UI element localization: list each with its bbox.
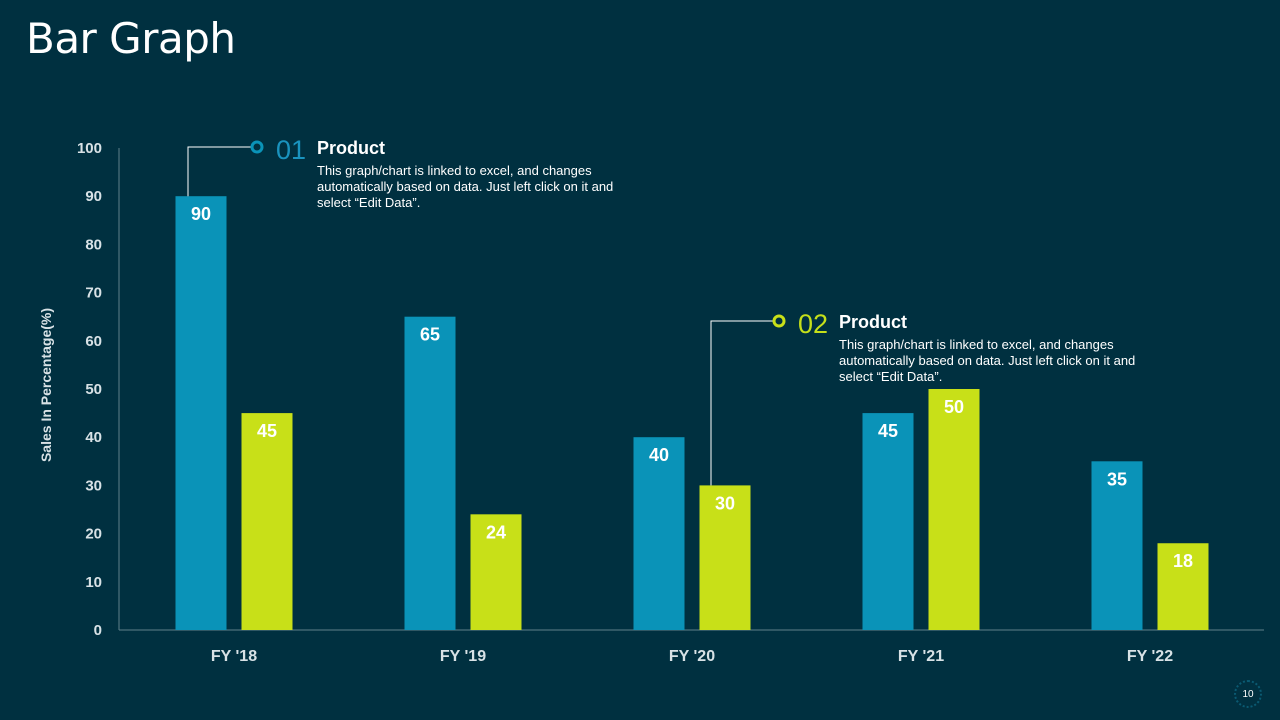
y-tick-label: 100 — [77, 140, 102, 157]
callout-marker-2 — [772, 314, 786, 328]
y-tick-label: 80 — [85, 236, 102, 253]
callout-number: 01 — [276, 135, 307, 165]
page-title: Bar Graph — [26, 14, 236, 63]
page-number: 10 — [1234, 680, 1262, 708]
bar-data-label: 30 — [715, 493, 735, 513]
bar-data-label: 18 — [1173, 551, 1193, 571]
y-tick-label: 20 — [85, 526, 102, 543]
x-tick-label: FY '20 — [669, 648, 715, 665]
x-tick-label: FY '19 — [440, 648, 486, 665]
bar-data-label: 65 — [420, 325, 440, 345]
y-tick-label: 90 — [85, 188, 102, 205]
callout-connector-2 — [710, 320, 773, 486]
callout-connector-1 — [187, 146, 251, 197]
bar-1-fy22 — [1091, 461, 1143, 630]
x-tick-label: FY '18 — [211, 648, 257, 665]
bar-data-label: 45 — [257, 421, 277, 441]
y-tick-label: 50 — [85, 381, 102, 398]
callout-description: This graph/chart is linked to excel, and… — [317, 163, 614, 210]
callout-marker-1 — [250, 140, 264, 154]
bar-1-fy18 — [175, 196, 227, 630]
callout-heading: Product — [317, 138, 386, 158]
bar-1-fy19 — [404, 316, 456, 630]
y-tick-label: 30 — [85, 477, 102, 494]
bar-2-fy18 — [241, 413, 293, 630]
callout-description: This graph/chart is linked to excel, and… — [839, 337, 1136, 384]
callout-heading: Product — [839, 312, 908, 332]
y-tick-label: 70 — [85, 285, 102, 302]
bar-data-label: 90 — [191, 204, 211, 224]
bar-2-fy20 — [699, 485, 751, 630]
y-tick-label: 60 — [85, 333, 102, 350]
y-tick-label: 40 — [85, 429, 102, 446]
y-tick-label: 0 — [94, 622, 102, 639]
bar-data-label: 45 — [878, 421, 898, 441]
callout-number: 02 — [798, 309, 829, 339]
y-axis-title: Sales In Percentage(%) — [38, 308, 54, 462]
x-tick-label: FY '21 — [898, 648, 944, 665]
bar-1-fy21 — [862, 413, 914, 630]
bar-2-fy21 — [928, 389, 980, 630]
bar-data-label: 50 — [944, 397, 964, 417]
x-tick-label: FY '22 — [1127, 648, 1173, 665]
y-tick-label: 10 — [85, 574, 102, 591]
bar-2-fy19 — [470, 514, 522, 630]
bar-1-fy20 — [633, 437, 685, 630]
bar-data-label: 40 — [649, 445, 669, 465]
bar-2-fy22 — [1157, 543, 1209, 630]
bar-data-label: 35 — [1107, 469, 1127, 489]
bar-data-label: 24 — [486, 522, 506, 542]
